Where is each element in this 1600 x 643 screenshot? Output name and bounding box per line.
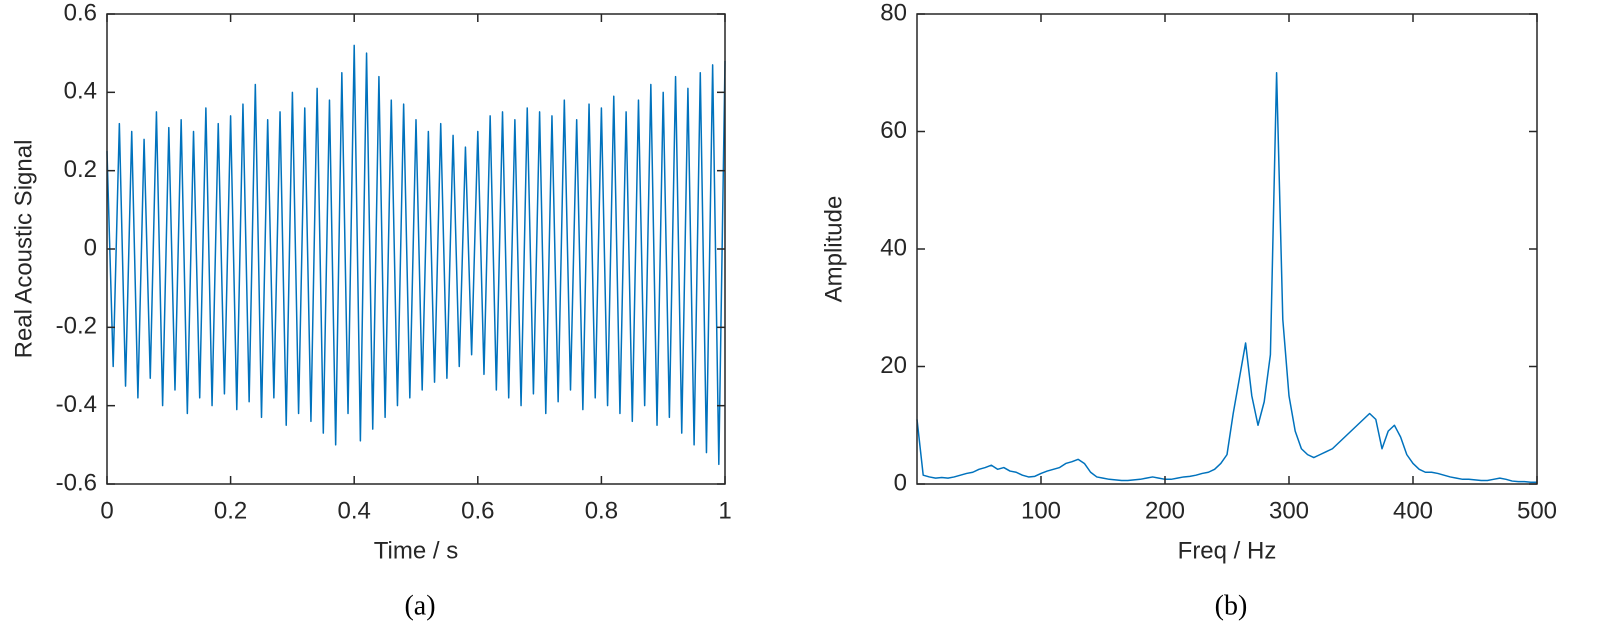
y-tick-label: 80 <box>880 0 907 26</box>
x-tick-label: 0.2 <box>214 497 247 524</box>
x-tick-label: 0.8 <box>585 497 618 524</box>
x-axis-label: Freq / Hz <box>1178 537 1277 564</box>
y-tick-label: 0.6 <box>64 0 97 26</box>
x-tick-label: 1 <box>718 497 731 524</box>
x-tick-label: 400 <box>1393 497 1433 524</box>
y-axis-label: Amplitude <box>820 196 847 303</box>
axes-box <box>916 13 1538 485</box>
y-axis-label: Real Acoustic Signal <box>10 140 37 359</box>
x-tick-label: 0 <box>100 497 113 524</box>
caption: (b) <box>1215 590 1248 621</box>
y-tick-label: 40 <box>880 234 907 261</box>
y-tick-label: 0.2 <box>64 156 97 183</box>
x-tick-label: 200 <box>1145 497 1185 524</box>
x-axis-label: Time / s <box>374 537 458 564</box>
y-tick-label: 20 <box>880 352 907 379</box>
x-tick-label: 500 <box>1517 497 1557 524</box>
y-tick-label: -0.6 <box>56 469 97 496</box>
y-tick-label: 0 <box>894 469 907 496</box>
y-tick-label: 0 <box>84 234 97 261</box>
x-tick-label: 0.6 <box>461 497 494 524</box>
y-tick-label: -0.2 <box>56 313 97 340</box>
x-tick-label: 300 <box>1269 497 1309 524</box>
y-tick-label: 0.4 <box>64 78 97 105</box>
y-tick-label: 60 <box>880 117 907 144</box>
data-line <box>916 72 1537 483</box>
x-tick-label: 0.4 <box>338 497 371 524</box>
y-tick-label: -0.4 <box>56 391 97 418</box>
x-tick-label: 100 <box>1021 497 1061 524</box>
data-line <box>106 44 726 466</box>
caption: (a) <box>404 590 435 621</box>
